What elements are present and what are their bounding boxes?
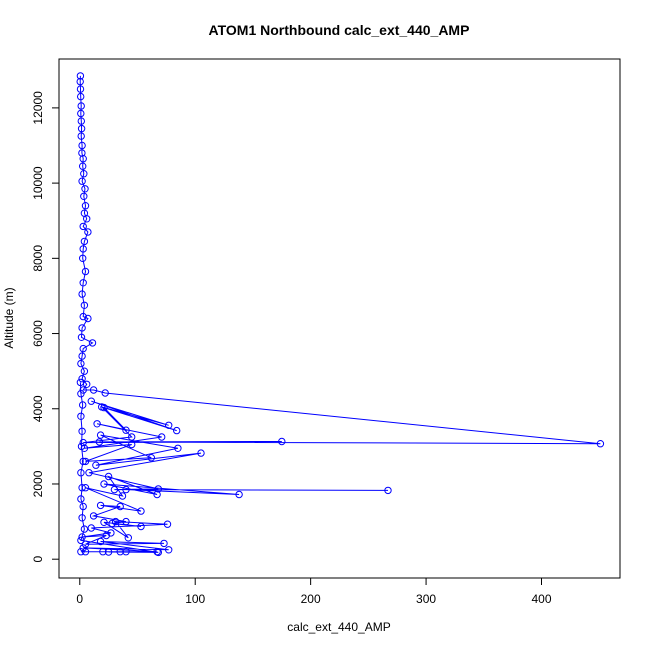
series-lines — [80, 76, 600, 553]
series-points — [77, 73, 604, 556]
y-tick-label: 2000 — [31, 470, 45, 497]
x-tick-label: 100 — [185, 592, 205, 606]
y-axis: 0 2000 4000 6000 8000 10000 12000 — [31, 91, 59, 563]
y-tick-label: 12000 — [31, 91, 45, 125]
y-tick-label: 10000 — [31, 166, 45, 200]
y-tick-label: 8000 — [31, 245, 45, 272]
x-axis-label: calc_ext_440_AMP — [287, 620, 390, 634]
x-tick-label: 0 — [76, 592, 83, 606]
x-tick-label: 200 — [301, 592, 321, 606]
series-line — [80, 76, 600, 553]
y-tick-label: 6000 — [31, 320, 45, 347]
plot-frame — [59, 59, 620, 578]
chart-title: ATOM1 Northbound calc_ext_440_AMP — [209, 22, 470, 38]
y-tick-label: 4000 — [31, 395, 45, 422]
y-axis-label: Altitude (m) — [2, 287, 16, 348]
x-tick-label: 400 — [531, 592, 551, 606]
y-tick-label: 0 — [31, 556, 45, 563]
x-tick-label: 300 — [416, 592, 436, 606]
x-axis: 0 100 200 300 400 — [76, 578, 551, 606]
